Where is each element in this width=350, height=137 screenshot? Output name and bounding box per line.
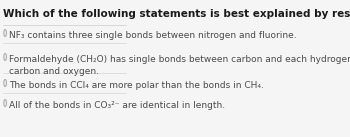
Text: All of the bonds in CO₃²⁻ are identical in length.: All of the bonds in CO₃²⁻ are identical … [9, 101, 225, 110]
Text: NF₃ contains three single bonds between nitrogen and fluorine.: NF₃ contains three single bonds between … [9, 31, 296, 40]
Text: The bonds in CCl₄ are more polar than the bonds in CH₄.: The bonds in CCl₄ are more polar than th… [9, 81, 264, 90]
Text: Formaldehyde (CH₂O) has single bonds between carbon and each hydrogen and a doub: Formaldehyde (CH₂O) has single bonds bet… [9, 55, 350, 76]
Text: Which of the following statements is best explained by resonance?: Which of the following statements is bes… [3, 9, 350, 19]
